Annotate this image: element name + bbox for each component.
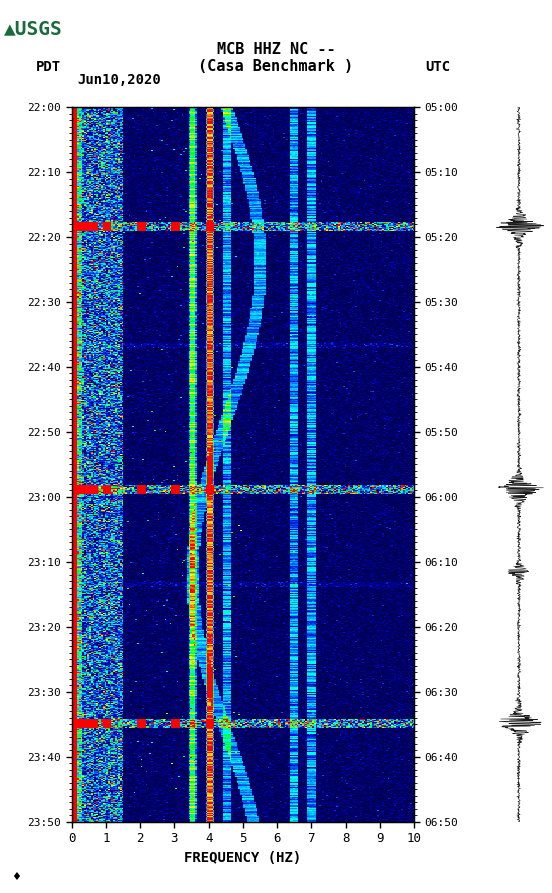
Text: ▲USGS: ▲USGS [4, 20, 63, 38]
Text: PDT: PDT [35, 60, 61, 74]
Text: ♦: ♦ [11, 872, 21, 881]
Text: MCB HHZ NC --: MCB HHZ NC -- [217, 42, 335, 56]
Text: UTC: UTC [425, 60, 450, 74]
Text: Jun10,2020: Jun10,2020 [77, 73, 161, 88]
Text: (Casa Benchmark ): (Casa Benchmark ) [198, 60, 354, 74]
X-axis label: FREQUENCY (HZ): FREQUENCY (HZ) [184, 850, 301, 864]
